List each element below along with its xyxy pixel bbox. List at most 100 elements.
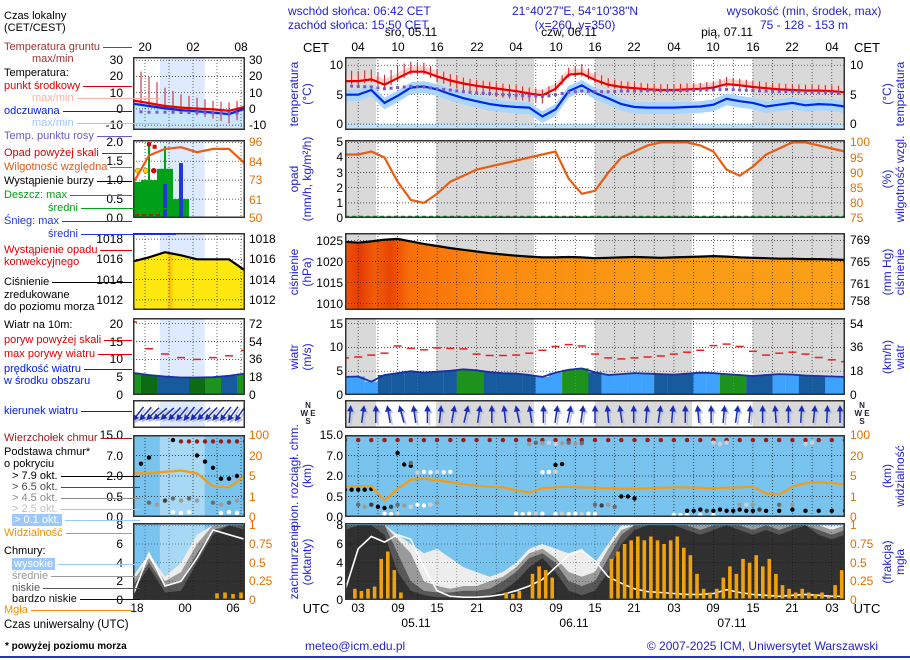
- cet-hour-label: 04: [351, 40, 365, 54]
- utc-hour-label: 21: [785, 601, 799, 615]
- axis-tick: 1.5: [106, 154, 123, 168]
- axis-tick: 0.0: [106, 211, 123, 225]
- axis-tick: 5: [850, 469, 857, 483]
- axis-tick: 20: [249, 449, 263, 463]
- grid-xy-text: (x=260, y=350): [534, 18, 616, 32]
- axis-tick: 0: [116, 102, 123, 116]
- sidebar-item: średni: [4, 202, 176, 214]
- legend-leader-line: [101, 152, 132, 154]
- sidebar-item: max/min: [4, 92, 160, 104]
- axis-tick: 54: [249, 335, 263, 349]
- axis-tick: 0: [249, 510, 256, 524]
- cet-hour-label: 22: [627, 40, 641, 54]
- axis-tick: 8: [116, 518, 123, 532]
- cet-hour-label: 16: [588, 40, 602, 54]
- axis-tick: 0.5: [106, 192, 123, 206]
- utc-label-left: UTC: [302, 601, 330, 616]
- axis-tick: 36: [249, 352, 263, 366]
- legend-leader-line: [52, 281, 132, 283]
- altitude-label: wysokość (min, środek, max): [726, 4, 882, 18]
- legend-leader-line: [84, 368, 132, 370]
- axis-tick: 0: [336, 388, 343, 402]
- compass-letter: S: [859, 417, 865, 426]
- axis-tick: 85: [850, 181, 864, 195]
- panel-pressure-mini: [133, 233, 245, 310]
- axis-tick: 769: [850, 233, 871, 247]
- sunrise-text: wschód słońca: 06:42 CET: [288, 4, 431, 18]
- axis-tick: 10: [850, 58, 864, 72]
- altitude-values: 75 - 128 - 153 m: [759, 18, 849, 32]
- legend-leader-line: [96, 180, 132, 182]
- day-label-thu: czw, 06.11: [541, 25, 597, 39]
- legend-leader-line: [96, 135, 132, 137]
- sidebar-item: Czas lokalny: [4, 10, 132, 22]
- axis-tick: 1010: [316, 297, 343, 311]
- axis-tick: 5: [850, 88, 857, 102]
- sidebar-item: (CET/CEST): [4, 22, 132, 34]
- sidebar-item-label: w środku obszaru: [4, 375, 91, 387]
- axis-tick: 0.5: [249, 556, 266, 570]
- axis-tick: 90: [850, 166, 864, 180]
- date-label-0711: 07.11: [717, 616, 747, 630]
- utc-label-right: UTC: [853, 601, 881, 616]
- cet-hour-label: 10: [706, 40, 720, 54]
- sidebar-item: Wystąpienie burzy: [4, 175, 132, 187]
- axis-tick: 20: [249, 69, 263, 83]
- axis-tick: 80: [850, 196, 864, 210]
- axis-tick: 20: [109, 317, 123, 331]
- axis-tick: 1014: [96, 273, 123, 287]
- email-link[interactable]: meteo@icm.edu.pl: [305, 639, 406, 653]
- axis-tick: 1012: [96, 293, 123, 307]
- legend-leader-line: [65, 532, 132, 534]
- panel-wind-direction-main: [345, 400, 845, 428]
- cet-label-right: CET: [854, 40, 880, 55]
- axis-tick: 6: [336, 537, 343, 551]
- sidebar-item: Chmury:: [4, 545, 132, 557]
- sidebar-item: Temperatura:: [4, 67, 132, 79]
- sidebar-item-label: kierunek wiatru: [4, 405, 78, 417]
- sidebar-item: bardzo niskie: [4, 593, 140, 605]
- sidebar-item: Wystąpienie opadu: [4, 244, 132, 256]
- axis-tick: 18: [249, 370, 263, 384]
- date-label-0611: 06.11: [559, 616, 589, 630]
- compass-letter: N: [305, 401, 311, 410]
- axis-tick: 0.5: [850, 556, 867, 570]
- sidebar-item: zredukowane: [4, 289, 132, 301]
- panel-wind-main: [345, 318, 845, 395]
- legend-leader-line: [100, 437, 132, 439]
- utc-hour-label: 09: [549, 601, 563, 615]
- cet-hour-label: 22: [470, 40, 484, 54]
- sidebar-item-label: Wierzchołek chmur: [4, 432, 98, 444]
- sidebar-item: > 7.9 okt.: [4, 470, 140, 482]
- sidebar-item-label: prędkość wiatru: [4, 363, 82, 375]
- axis-tick: 0: [336, 211, 343, 225]
- axis-tick: 1.0: [106, 173, 123, 187]
- legend-leader-line: [76, 97, 160, 99]
- axis-tick: 15.0: [99, 428, 123, 442]
- panel-pressure-main: [345, 233, 845, 310]
- compass-letter: N: [859, 401, 865, 410]
- legend-leader-line: [80, 207, 176, 209]
- axis-tick: 10: [109, 86, 123, 100]
- utc-hour-label: 03: [509, 601, 523, 615]
- legend-leader-line: [100, 249, 132, 251]
- axis-tick: 2.0: [106, 135, 123, 149]
- panel-wind-direction-mini: [133, 400, 245, 428]
- sidebar-item-label: > 2.5 okt.: [12, 503, 58, 515]
- cet-hour-label: 10: [549, 40, 563, 54]
- sidebar-item-label: o pokryciu: [4, 458, 55, 470]
- sidebar-item: średni: [4, 228, 176, 240]
- axis-tick: 0: [116, 388, 123, 402]
- sidebar-item-label: średni: [48, 228, 78, 240]
- sidebar-item-label: Ciśnienie: [4, 276, 50, 288]
- sidebar-item: do poziomu morza: [4, 301, 132, 313]
- sidebar-item: konwekcyjnego: [4, 256, 132, 268]
- utc-hour-label: 09: [706, 601, 720, 615]
- sidebar-item: Mgła: [4, 604, 132, 616]
- sidebar-item: Temp. punktu rosy: [4, 130, 132, 142]
- sidebar-item-label: Wilgotność względna: [4, 161, 108, 173]
- axis-tick: 1: [850, 518, 857, 532]
- sidebar-item-label: Czas lokalny: [4, 10, 67, 22]
- axis-tick: 0: [850, 117, 857, 131]
